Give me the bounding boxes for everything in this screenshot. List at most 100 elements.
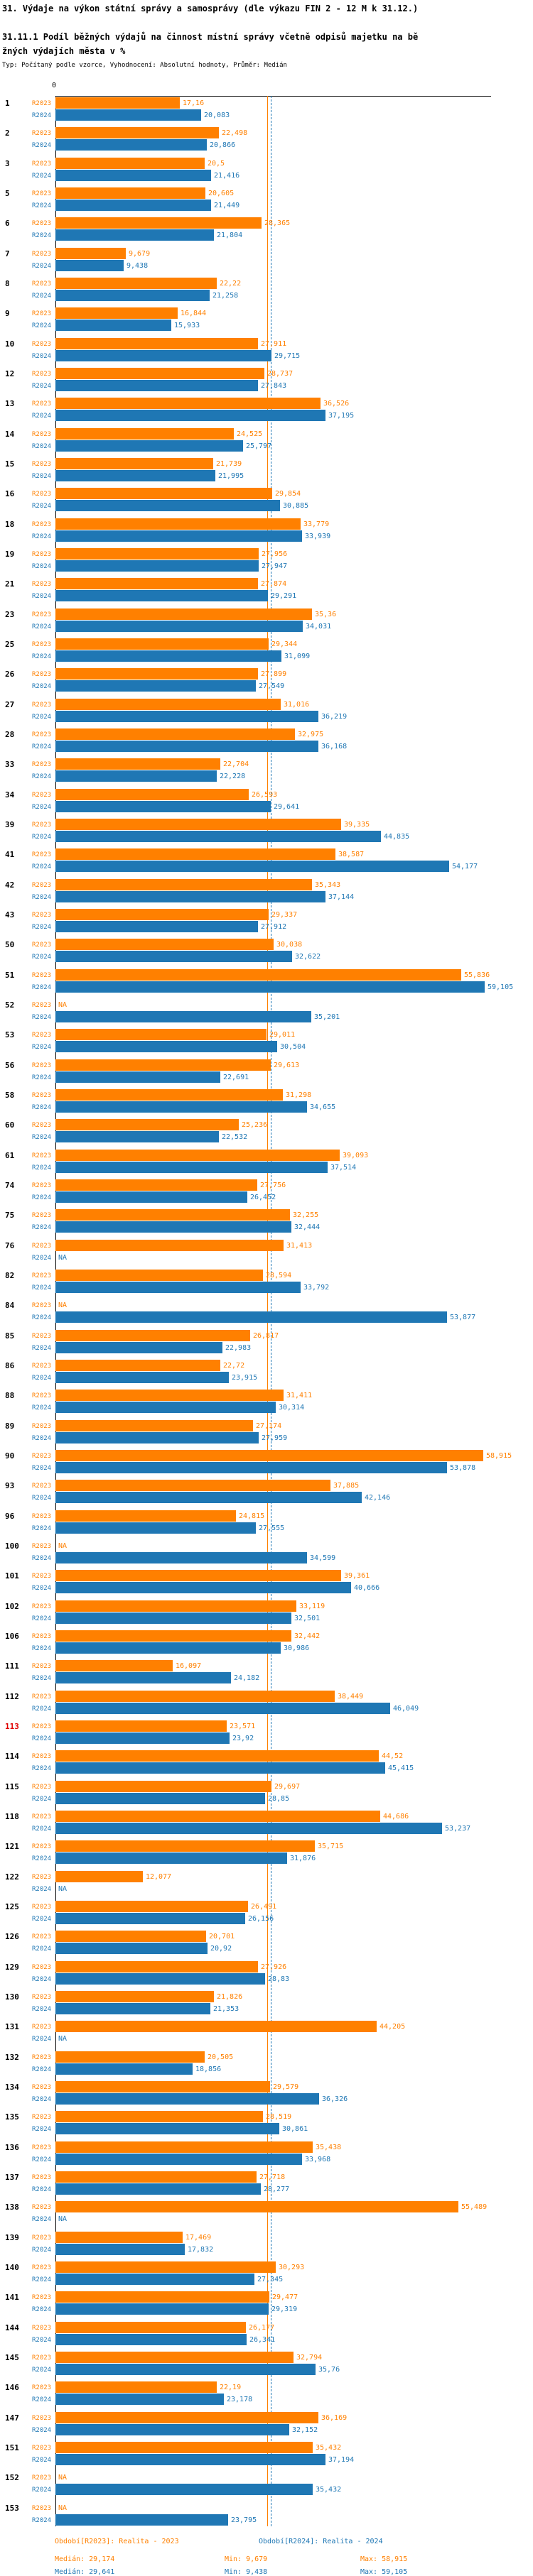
series-label-r2024: R2024 [32, 2006, 52, 2013]
value-label-r2024: 28,83 [268, 1975, 290, 1983]
row-number: 115 [5, 1782, 19, 1791]
bar-line-r2023: R2023 21,739 [0, 458, 533, 469]
bar-line-r2024: R2024 24,182 [0, 1672, 533, 1683]
chart-row-33: 33 R2023 22,704 R2024 22,228 [0, 758, 533, 782]
bar-line-r2024: R2024 NA [0, 2033, 533, 2044]
series-label-r2024: R2024 [32, 2126, 52, 2133]
chart-row-144: 144 R2023 26,177 R2024 26,341 [0, 2322, 533, 2345]
value-label-r2024: 37,194 [328, 2456, 355, 2464]
legend-max-2024: Max: 59,105 [360, 2568, 408, 2576]
series-label-r2023: R2023 [32, 371, 52, 378]
bar-line-r2024: R2024 32,444 [0, 1221, 533, 1233]
series-label-r2024: R2024 [32, 1284, 52, 1292]
chart-row-50: 50 R2023 30,038 R2024 32,622 [0, 939, 533, 962]
value-label-r2023: 22,704 [223, 760, 249, 768]
value-label-r2023: 29,011 [269, 1031, 296, 1039]
value-label-r2024: NA [58, 2215, 68, 2223]
value-label-r2023: 29,854 [275, 490, 301, 498]
row-number: 82 [5, 1271, 15, 1280]
row-number: 23 [5, 610, 15, 619]
series-label-r2024: R2024 [32, 1825, 52, 1833]
value-label-r2023: 20,5 [208, 160, 225, 168]
bar-line-r2023: R2023 24,525 [0, 428, 533, 440]
row-number: 42 [5, 880, 15, 890]
bar-r2023 [55, 338, 258, 349]
series-label-r2023: R2023 [32, 1904, 52, 1911]
bar-r2024 [55, 2154, 302, 2165]
series-label-r2023: R2023 [32, 521, 52, 528]
value-label-r2024: 53,878 [450, 1464, 476, 1472]
chart-row-27: 27 R2023 31,016 R2024 36,219 [0, 699, 533, 722]
chart-row-122: 122 R2023 12,077 R2024 NA [0, 1871, 533, 1894]
bar-line-r2023: R2023 25,236 [0, 1119, 533, 1130]
bar-r2024 [55, 1342, 222, 1353]
series-label-r2024: R2024 [32, 322, 52, 329]
series-label-r2024: R2024 [32, 834, 52, 841]
series-label-r2023: R2023 [32, 1453, 52, 1460]
value-label-r2024: 44,835 [384, 833, 410, 841]
series-label-r2024: R2024 [32, 984, 52, 991]
bar-line-r2024: R2024 35,432 [0, 2484, 533, 2495]
row-number: 135 [5, 2112, 19, 2122]
bar-r2024 [55, 1071, 220, 1083]
chart-row-113: 113 R2023 23,571 R2024 23,92 [0, 1720, 533, 1744]
bar-r2023 [55, 1840, 315, 1852]
bar-line-r2024: R2024 40,666 [0, 1582, 533, 1593]
bar-line-r2024: R2024 32,152 [0, 2424, 533, 2435]
bar-line-r2023: R2023 58,915 [0, 1450, 533, 1461]
row-number: 21 [5, 579, 15, 589]
series-label-r2024: R2024 [32, 1976, 52, 1983]
value-label-r2023: 28,594 [266, 1272, 292, 1279]
bar-r2023 [55, 1240, 284, 1251]
value-label-r2024: 22,532 [222, 1133, 248, 1141]
bar-line-r2023: R2023 27,874 [0, 578, 533, 589]
value-label-r2023: 29,337 [271, 911, 298, 919]
row-number: 2 [5, 129, 10, 138]
series-label-r2023: R2023 [32, 1122, 52, 1129]
chart-row-61: 61 R2023 39,093 R2024 37,514 [0, 1150, 533, 1173]
bar-r2023 [55, 1390, 284, 1401]
value-label-r2023: NA [58, 1301, 68, 1309]
bar-r2024 [55, 2364, 316, 2375]
chart-row-106: 106 R2023 32,442 R2024 30,986 [0, 1630, 533, 1654]
series-label-r2023: R2023 [32, 431, 52, 438]
value-label-r2024: NA [58, 1254, 68, 1262]
bar-line-r2023: R2023 31,298 [0, 1089, 533, 1101]
series-label-r2023: R2023 [32, 491, 52, 498]
value-label-r2024: 59,105 [488, 983, 514, 991]
value-label-r2023: 38,587 [338, 851, 365, 858]
value-label-r2024: 26,341 [249, 2336, 276, 2344]
series-label-r2024: R2024 [32, 1675, 52, 1682]
bar-line-r2023: R2023 32,794 [0, 2352, 533, 2363]
series-label-r2024: R2024 [32, 1615, 52, 1622]
series-label-r2024: R2024 [32, 1735, 52, 1742]
bar-line-r2024: R2024 21,416 [0, 170, 533, 181]
value-label-r2023: 35,36 [315, 611, 337, 618]
chart-row-89: 89 R2023 27,174 R2024 27,959 [0, 1420, 533, 1443]
bar-r2023 [55, 217, 262, 229]
value-label-r2024: 21,353 [213, 2005, 239, 2013]
series-label-r2024: R2024 [32, 1314, 52, 1321]
bar-line-r2024: R2024 29,319 [0, 2303, 533, 2315]
bar-line-r2024: R2024 27,843 [0, 380, 533, 391]
bar-r2024 [55, 2123, 279, 2134]
bar-r2024 [55, 380, 258, 391]
value-label-r2024: 20,92 [210, 1945, 232, 1953]
value-label-r2024: 22,691 [223, 1074, 249, 1081]
value-label-r2024: 20,866 [210, 141, 236, 149]
bar-line-r2023: R2023 22,22 [0, 278, 533, 289]
legend-period-2023: Období[R2023]: Realita - 2023 [55, 2538, 179, 2545]
value-label-r2024: 40,666 [354, 1584, 380, 1592]
bar-line-r2024: R2024 42,146 [0, 1492, 533, 1503]
bar-r2023 [55, 1089, 283, 1101]
bar-r2023 [55, 1179, 257, 1191]
series-label-r2023: R2023 [32, 2174, 52, 2181]
row-number: 12 [5, 369, 15, 378]
bar-r2023 [55, 1480, 330, 1491]
chart-row-132: 132 R2023 20,505 R2024 18,856 [0, 2051, 533, 2075]
bar-r2024 [55, 1913, 245, 1924]
series-label-r2024: R2024 [32, 1404, 52, 1412]
row-number: 93 [5, 1481, 15, 1490]
bar-r2023 [55, 1450, 483, 1461]
bar-line-r2024: R2024 32,622 [0, 951, 533, 962]
